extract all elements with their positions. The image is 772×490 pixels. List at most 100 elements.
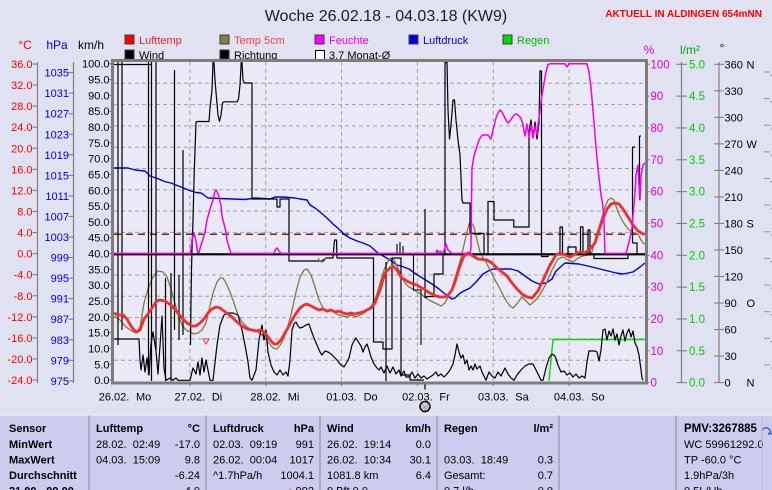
svg-text:330: 330 xyxy=(725,86,743,98)
svg-text:28.0: 28.0 xyxy=(11,101,32,113)
svg-text:300: 300 xyxy=(725,112,743,124)
svg-text:km/h: km/h xyxy=(405,423,431,435)
svg-text:AKTUELL IN ALDINGEN 654mNN: AKTUELL IN ALDINGEN 654mNN xyxy=(605,9,762,20)
svg-text:TP -60.0 °C: TP -60.0 °C xyxy=(684,455,741,467)
svg-text:983: 983 xyxy=(51,335,69,347)
svg-text:N: N xyxy=(747,59,755,71)
svg-text:65.0: 65.0 xyxy=(88,169,109,181)
svg-text:Mi: Mi xyxy=(288,392,300,404)
svg-text:50.0: 50.0 xyxy=(88,217,109,229)
svg-text:0.5: 0.5 xyxy=(689,346,705,358)
svg-text:Regen: Regen xyxy=(517,35,549,47)
svg-text:MinWert: MinWert xyxy=(9,439,53,451)
svg-text:2.5: 2.5 xyxy=(689,218,705,230)
svg-text:S: S xyxy=(747,218,754,230)
svg-text:16.0: 16.0 xyxy=(11,164,32,176)
svg-text:95.0: 95.0 xyxy=(88,75,109,87)
svg-text:60: 60 xyxy=(651,187,664,199)
svg-text:Gesamt:: Gesamt: xyxy=(444,470,486,482)
svg-text:Luftdruck: Luftdruck xyxy=(213,423,265,435)
svg-text:02.03. 09:19: 02.03. 09:19 xyxy=(213,439,277,451)
svg-text:0.5L/Uh: 0.5L/Uh xyxy=(684,486,723,490)
svg-text:120: 120 xyxy=(725,271,743,283)
svg-text:4.5: 4.5 xyxy=(689,91,705,103)
svg-text:70.0: 70.0 xyxy=(88,154,109,166)
svg-text:Temp 5cm: Temp 5cm xyxy=(234,35,285,47)
svg-text:987: 987 xyxy=(51,314,69,326)
svg-text:Di: Di xyxy=(212,392,222,404)
svg-text:-4.0: -4.0 xyxy=(14,270,33,282)
svg-text:1004.1: 1004.1 xyxy=(280,470,314,482)
svg-text:0.0: 0.0 xyxy=(689,378,705,390)
svg-text:60: 60 xyxy=(725,325,737,337)
svg-text:W: W xyxy=(747,139,758,151)
svg-text:%: % xyxy=(644,43,655,57)
svg-text:5.0: 5.0 xyxy=(94,359,109,371)
svg-text:90: 90 xyxy=(651,91,664,103)
svg-text:03.03. 18:49: 03.03. 18:49 xyxy=(444,455,508,467)
svg-text:999: 999 xyxy=(51,253,69,265)
svg-text:4.0: 4.0 xyxy=(17,228,32,240)
svg-text:0.0: 0.0 xyxy=(94,375,109,387)
svg-text:Lufttemp: Lufttemp xyxy=(96,423,143,435)
svg-text:km/h: km/h xyxy=(78,38,104,52)
svg-text:0 Bft 0.0: 0 Bft 0.0 xyxy=(327,486,368,490)
svg-text:°C: °C xyxy=(188,423,200,435)
svg-text:0.7 l/h: 0.7 l/h xyxy=(444,486,474,490)
svg-text:1017: 1017 xyxy=(290,455,314,467)
svg-text:0.3: 0.3 xyxy=(538,455,553,467)
svg-text:1023: 1023 xyxy=(45,129,69,141)
svg-text:24.0: 24.0 xyxy=(11,122,32,134)
svg-text:270: 270 xyxy=(725,139,743,151)
svg-text:25.0: 25.0 xyxy=(88,296,109,308)
svg-text:85.0: 85.0 xyxy=(88,106,109,118)
svg-text:21.00 - 09.00: 21.00 - 09.00 xyxy=(9,486,74,490)
svg-text:10.0: 10.0 xyxy=(88,343,109,355)
svg-text:MaxWert: MaxWert xyxy=(9,455,55,467)
svg-text:360: 360 xyxy=(725,59,743,71)
svg-text:1035: 1035 xyxy=(45,68,69,80)
svg-text:28.02.: 28.02. xyxy=(250,392,281,404)
svg-text:01.03.: 01.03. xyxy=(326,392,357,404)
svg-text:Luftdruck: Luftdruck xyxy=(423,35,469,47)
svg-text:12.0: 12.0 xyxy=(11,185,32,197)
svg-text:-16.0: -16.0 xyxy=(7,333,32,345)
svg-text:1015: 1015 xyxy=(45,170,69,182)
svg-text:35.0: 35.0 xyxy=(88,264,109,276)
svg-text:l/m²: l/m² xyxy=(680,43,700,57)
svg-text:So: So xyxy=(591,392,604,404)
svg-text:03.03.: 03.03. xyxy=(478,392,509,404)
svg-text:Sa: Sa xyxy=(515,392,529,404)
svg-text:°: ° xyxy=(720,41,725,55)
svg-text:100.0: 100.0 xyxy=(82,59,110,71)
svg-text:▲992: ▲992 xyxy=(285,486,314,490)
svg-text:36.0: 36.0 xyxy=(11,59,32,71)
svg-text:5.0: 5.0 xyxy=(689,59,705,71)
svg-text:04.03. 15:09: 04.03. 15:09 xyxy=(96,455,160,467)
svg-text:9.8: 9.8 xyxy=(185,455,200,467)
svg-text:Do: Do xyxy=(364,392,378,404)
svg-text:°C: °C xyxy=(18,38,32,52)
svg-text:l/m²: l/m² xyxy=(533,423,553,435)
svg-text:60.0: 60.0 xyxy=(88,185,109,197)
svg-text:28.02. 02:49: 28.02. 02:49 xyxy=(96,439,160,451)
svg-text:0.0: 0.0 xyxy=(17,249,32,261)
svg-text:1031: 1031 xyxy=(45,88,69,100)
svg-text:1007: 1007 xyxy=(45,211,69,223)
svg-text:1003: 1003 xyxy=(45,232,69,244)
svg-text:30.1: 30.1 xyxy=(410,455,431,467)
svg-text:80.0: 80.0 xyxy=(88,122,109,134)
svg-text:Woche 26.02.18 - 04.03.18 (KW9: Woche 26.02.18 - 04.03.18 (KW9) xyxy=(265,8,508,25)
svg-text:3.5: 3.5 xyxy=(689,155,705,167)
svg-text:991: 991 xyxy=(51,294,69,306)
svg-text:4.0: 4.0 xyxy=(689,123,705,135)
svg-text:WC 59961292.0: WC 59961292.0 xyxy=(684,439,764,451)
svg-text:75.0: 75.0 xyxy=(88,138,109,150)
svg-text:40.0: 40.0 xyxy=(88,249,109,261)
svg-text:0: 0 xyxy=(725,378,731,390)
svg-text:180: 180 xyxy=(725,218,743,230)
svg-text:0.0: 0.0 xyxy=(416,439,431,451)
svg-text:26.02. 00:04: 26.02. 00:04 xyxy=(213,455,277,467)
svg-text:32.0: 32.0 xyxy=(11,80,32,92)
svg-text:20.0: 20.0 xyxy=(88,312,109,324)
